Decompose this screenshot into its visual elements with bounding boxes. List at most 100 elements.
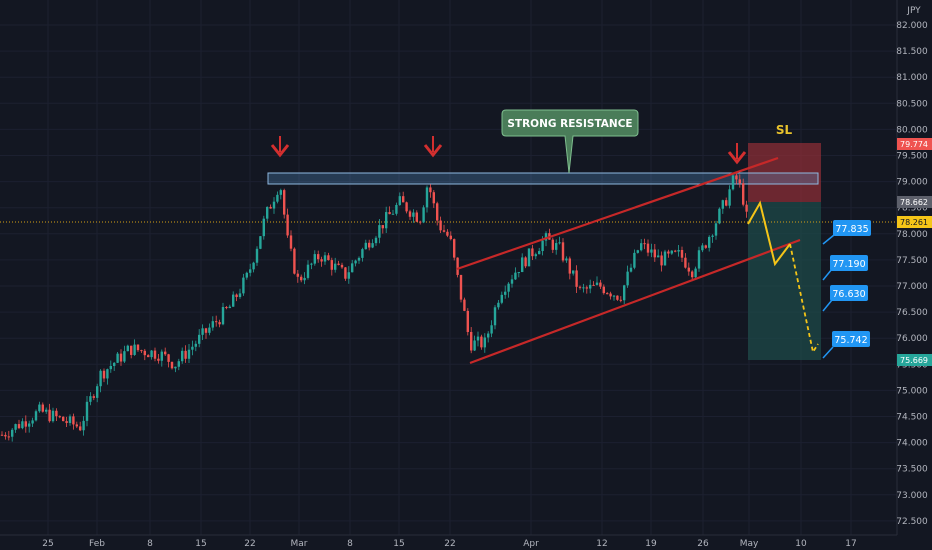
- candle-body: [167, 354, 170, 362]
- candle-body: [327, 255, 330, 261]
- candle-body: [334, 263, 337, 270]
- candle-body: [133, 344, 136, 355]
- candle-body: [419, 221, 422, 223]
- candle-body: [470, 331, 473, 351]
- candle-body: [164, 351, 167, 355]
- candle-body: [215, 321, 218, 323]
- candle-body: [718, 208, 721, 224]
- candle-body: [58, 416, 61, 418]
- currency-label: JPY: [906, 6, 921, 16]
- y-tick-label: 78.000: [896, 230, 928, 240]
- candle-body: [453, 239, 456, 258]
- candle-body: [266, 206, 269, 219]
- candle-body: [456, 257, 459, 275]
- candle-body: [85, 401, 89, 421]
- candle-body: [745, 204, 748, 212]
- entry-badge: 78.662: [900, 198, 928, 207]
- target-connector-4: [822, 346, 834, 359]
- down-arrow-icon: [270, 136, 290, 158]
- candle-body: [385, 212, 388, 229]
- candle-body: [126, 345, 129, 352]
- target-badge: 75.669: [900, 356, 928, 365]
- down-arrows: [270, 136, 747, 165]
- candle-body: [623, 285, 626, 301]
- candle-body: [96, 386, 99, 398]
- candle-body: [381, 225, 384, 229]
- candle-body: [62, 416, 65, 422]
- price-axis[interactable]: JPY 82.000 81.500 81.000 80.500 80.000 79.500…: [896, 0, 932, 550]
- x-tick-label: Feb: [89, 539, 105, 549]
- y-tick-label: 75.000: [896, 386, 928, 396]
- candle-body: [194, 343, 197, 347]
- candle-body: [422, 207, 425, 223]
- candle-body: [201, 328, 204, 335]
- candle-body: [476, 336, 480, 341]
- candle-body: [663, 251, 667, 266]
- candle-body: [272, 201, 276, 209]
- candle-body: [507, 283, 510, 292]
- candle-body: [208, 327, 211, 333]
- candle-body: [45, 409, 48, 412]
- candle-body: [170, 361, 174, 369]
- candle-body: [340, 264, 344, 268]
- projection-dashed-path: [789, 243, 819, 355]
- x-tick-label: 12: [596, 539, 607, 549]
- candle-body: [514, 272, 517, 280]
- candle-body: [595, 282, 599, 285]
- candle-body: [293, 248, 296, 274]
- candle-body: [228, 306, 231, 309]
- target-connectors: [822, 234, 835, 359]
- candle-body: [544, 233, 548, 241]
- y-tick-label: 79.000: [896, 178, 928, 188]
- candle-body: [357, 257, 361, 261]
- candle-body: [626, 271, 629, 286]
- y-tick-label: 73.500: [896, 465, 928, 475]
- y-tick-label: 81.500: [896, 47, 928, 57]
- candle-body: [0, 434, 4, 436]
- target-connector-3: [822, 299, 833, 312]
- candle-body: [262, 218, 265, 237]
- candle-body: [38, 404, 41, 412]
- candle-body: [402, 196, 405, 203]
- candle-body: [51, 410, 55, 422]
- candle-body: [609, 293, 612, 297]
- candle-body: [31, 420, 34, 424]
- candle-body: [119, 353, 123, 362]
- y-tick-label: 77.000: [896, 282, 928, 292]
- candle-body: [687, 267, 690, 272]
- candle-body: [147, 355, 150, 358]
- candle-body: [725, 200, 728, 206]
- candle-body: [11, 429, 14, 437]
- candle-body: [660, 255, 663, 266]
- candle-body: [497, 302, 500, 308]
- resistance-label: STRONG RESISTANCE: [507, 118, 632, 130]
- candle-body: [130, 345, 133, 355]
- candle-body: [21, 421, 24, 429]
- candle-body: [561, 242, 565, 261]
- candle-body: [323, 255, 327, 262]
- candle-body: [636, 250, 639, 253]
- candle-body: [405, 202, 408, 212]
- candle-body: [463, 299, 466, 311]
- resistance-zone: [267, 172, 819, 185]
- current-price-badge: 78.261: [900, 218, 928, 227]
- candle-body: [344, 267, 347, 279]
- candle-body: [493, 307, 497, 326]
- candle-body: [599, 282, 602, 287]
- x-tick-label: May: [740, 539, 759, 549]
- candle-body: [449, 235, 452, 240]
- candle-body: [68, 416, 72, 423]
- y-tick-label: 82.000: [896, 21, 928, 31]
- candle-body: [320, 259, 323, 262]
- candle-body: [490, 325, 493, 334]
- candle-body: [704, 245, 707, 248]
- candle-body: [585, 287, 588, 289]
- candle-body: [378, 225, 381, 238]
- time-axis[interactable]: 25 Feb 8 15 22 Mar 8 15 22 Apr 12 19 26 May 10 17: [0, 534, 897, 549]
- candle-body: [691, 271, 694, 278]
- candle-body: [711, 235, 714, 237]
- x-tick-label: 22: [444, 539, 455, 549]
- candle-body: [181, 350, 184, 362]
- candle-body: [48, 409, 51, 422]
